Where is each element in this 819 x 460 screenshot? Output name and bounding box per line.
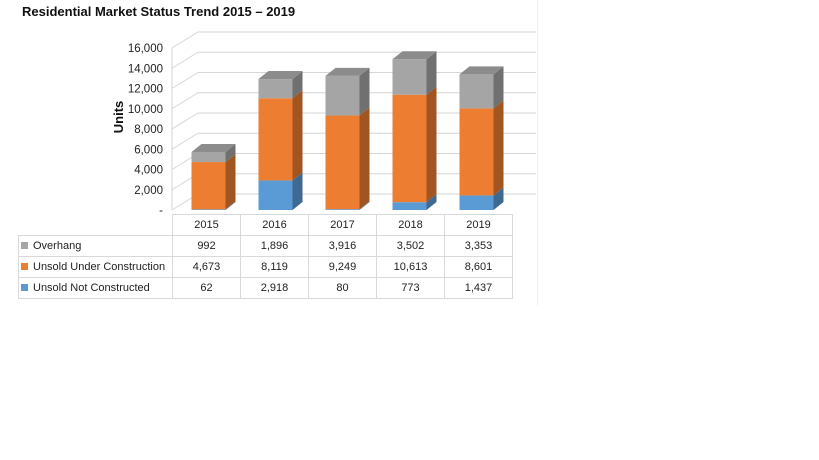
category-label-2017: 2017 [308, 214, 377, 236]
bar-top-overhang-2016 [258, 71, 303, 80]
data-label-not-constructed-2015: 62 [172, 277, 241, 299]
bar-side-unsold-not-constructed-2016 [292, 172, 303, 210]
bar-side-unsold-under-construction-2018 [426, 86, 437, 203]
category-label-2015: 2015 [172, 214, 241, 236]
chart-frame: Units - 2,000 4,000 6,000 8,000 10,000 12,000 1… [6, 0, 538, 305]
y-tick-label: - [159, 205, 163, 215]
series-name-unsold-under-construction: Unsold Under Construction [33, 261, 166, 273]
bar-overhang-2018 [392, 59, 427, 95]
bar-overhang-2019 [459, 74, 494, 109]
bar-side-unsold-under-construction-2019 [493, 100, 504, 196]
data-label-under-construction-2017: 9,249 [308, 256, 377, 278]
y-tick-label: 12,000 [128, 84, 163, 96]
data-label-overhang-2017: 3,916 [308, 235, 377, 257]
bar-side-overhang-2019 [493, 66, 504, 109]
data-label-overhang-2018: 3,502 [376, 235, 445, 257]
table-row-overhang: Overhang 992 1,896 3,916 3,502 3,353 [18, 235, 513, 257]
bar-unsold-not-constructed-2015 [191, 209, 226, 210]
category-label-2016: 2016 [240, 214, 309, 236]
bar-unsold-not-constructed-2018 [392, 202, 427, 210]
data-label-under-construction-2018: 10,613 [376, 256, 445, 278]
bar-unsold-under-construction-2017 [325, 115, 360, 210]
data-label-under-construction-2019: 8,601 [444, 256, 513, 278]
bar-side-overhang-2015 [225, 144, 236, 163]
data-label-overhang-2019: 3,353 [444, 235, 513, 257]
data-label-not-constructed-2019: 1,437 [444, 277, 513, 299]
bar-side-unsold-under-construction-2015 [225, 154, 236, 210]
series-name-overhang: Overhang [33, 240, 82, 252]
data-label-not-constructed-2016: 2,918 [240, 277, 309, 299]
category-label-2019: 2019 [444, 214, 513, 236]
legend-swatch-unsold-under-construction [21, 263, 28, 270]
bar-overhang-2017 [325, 75, 360, 116]
bar-side-overhang-2017 [359, 67, 370, 116]
legend-swatch-overhang [21, 242, 28, 249]
y-tick-label: 6,000 [134, 144, 163, 156]
bar-unsold-under-construction-2018 [392, 94, 427, 203]
bar-side-unsold-under-construction-2016 [292, 90, 303, 181]
bar-side-unsold-under-construction-2017 [359, 107, 370, 210]
bar-side-unsold-not-constructed-2017 [359, 201, 370, 210]
bar-unsold-not-constructed-2017 [325, 209, 360, 210]
data-label-overhang-2015: 992 [172, 235, 241, 257]
bar-side-unsold-not-constructed-2019 [493, 187, 504, 210]
data-label-under-construction-2015: 4,673 [172, 256, 241, 278]
bar-side-unsold-not-constructed-2015 [225, 201, 236, 210]
y-tick-label: 2,000 [134, 185, 163, 197]
chart-title: Residential Market Status Trend 2015 – 2… [22, 4, 296, 19]
category-label-2018: 2018 [376, 214, 445, 236]
bar-side-overhang-2016 [292, 71, 303, 99]
legend-entry-unsold-not-constructed: Unsold Not Constructed [18, 277, 173, 299]
bar-overhang-2016 [258, 79, 293, 99]
bar-side-overhang-2018 [426, 51, 437, 95]
y-axis-title: Units [111, 101, 126, 134]
legend-entry-unsold-under-construction: Unsold Under Construction [18, 256, 173, 278]
data-table: 2015 2016 2017 2018 2019 Overhang 992 1,… [18, 214, 513, 299]
y-tick-label: 14,000 [128, 63, 163, 75]
bar-overhang-2015 [191, 152, 226, 163]
bar-unsold-under-construction-2015 [191, 162, 226, 210]
series-name-unsold-not-constructed: Unsold Not Constructed [33, 282, 150, 294]
bar-unsold-not-constructed-2019 [459, 195, 494, 210]
bar-unsold-not-constructed-2016 [258, 180, 293, 210]
y-tick-label: 10,000 [128, 104, 163, 116]
bar-top-overhang-2015 [191, 144, 236, 153]
table-header-row: 2015 2016 2017 2018 2019 [18, 214, 513, 236]
legend-swatch-unsold-not-constructed [21, 284, 28, 291]
y-tick-label: 16,000 [128, 43, 163, 55]
bar-top-overhang-2019 [459, 66, 504, 75]
table-row-unsold-under-construction: Unsold Under Construction 4,673 8,119 9,… [18, 256, 513, 278]
bar-top-overhang-2018 [392, 51, 437, 60]
table-row-unsold-not-constructed: Unsold Not Constructed 62 2,918 80 773 1… [18, 277, 513, 299]
y-tick-label: 8,000 [134, 124, 163, 136]
data-label-not-constructed-2017: 80 [308, 277, 377, 299]
y-tick-label: 4,000 [134, 165, 163, 177]
gridline [171, 31, 536, 49]
legend-entry-overhang: Overhang [18, 235, 173, 257]
chart-plot: Units - 2,000 4,000 6,000 8,000 10,000 12,000 1… [111, 31, 536, 215]
gridline [171, 51, 536, 69]
bar-top-overhang-2017 [325, 67, 370, 76]
bar-unsold-under-construction-2019 [459, 108, 494, 196]
data-label-overhang-2016: 1,896 [240, 235, 309, 257]
data-label-under-construction-2016: 8,119 [240, 256, 309, 278]
data-label-not-constructed-2018: 773 [376, 277, 445, 299]
bar-unsold-under-construction-2016 [258, 98, 293, 181]
table-corner-cell [18, 214, 173, 236]
bar-side-unsold-not-constructed-2018 [426, 194, 437, 210]
